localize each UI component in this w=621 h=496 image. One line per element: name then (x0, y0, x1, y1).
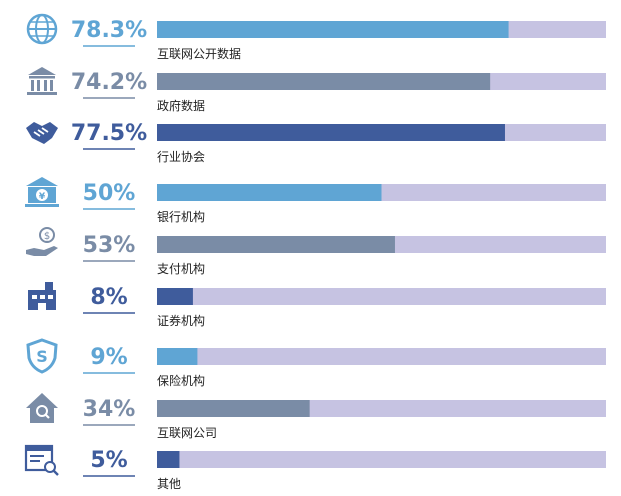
category-label: 其他 (157, 477, 181, 491)
bar (157, 348, 198, 365)
data-label: 8% (90, 285, 127, 310)
data-label: 50% (83, 181, 136, 206)
category-label: 证券机构 (157, 313, 205, 328)
bar (157, 184, 382, 201)
bar (157, 400, 310, 417)
bar (157, 288, 193, 305)
category-label: 互联网公开数据 (157, 46, 241, 61)
globe-icon (26, 13, 58, 45)
data-label: 74.2% (71, 70, 147, 95)
insurance-shield-icon (26, 338, 58, 374)
data-label: 77.5% (71, 121, 147, 146)
internet-company-house-icon (24, 391, 60, 425)
bar-track (157, 451, 606, 468)
category-label: 保险机构 (157, 373, 205, 388)
data-label: 5% (90, 448, 127, 473)
category-label: 银行机构 (157, 209, 205, 224)
securities-building-icon (28, 282, 56, 310)
bar (157, 236, 395, 253)
other-document-search-icon (24, 444, 60, 477)
bar (157, 21, 509, 38)
category-label: 行业协会 (157, 149, 205, 164)
government-building-icon (27, 67, 57, 95)
data-label: 34% (83, 397, 136, 422)
category-label: 支付机构 (157, 261, 205, 276)
data-label: 53% (83, 233, 136, 258)
bar-track (157, 288, 606, 305)
bar (157, 73, 491, 90)
bank-icon (25, 177, 59, 207)
data-label: 9% (90, 345, 127, 370)
bar (157, 451, 180, 468)
handshake-icon (25, 121, 59, 145)
bar-track (157, 348, 606, 365)
payment-hand-coin-icon (25, 227, 59, 257)
category-label: 政府数据 (157, 98, 205, 113)
bar (157, 124, 505, 141)
data-label: 78.3% (71, 18, 147, 43)
category-label: 互联网公司 (157, 426, 217, 440)
